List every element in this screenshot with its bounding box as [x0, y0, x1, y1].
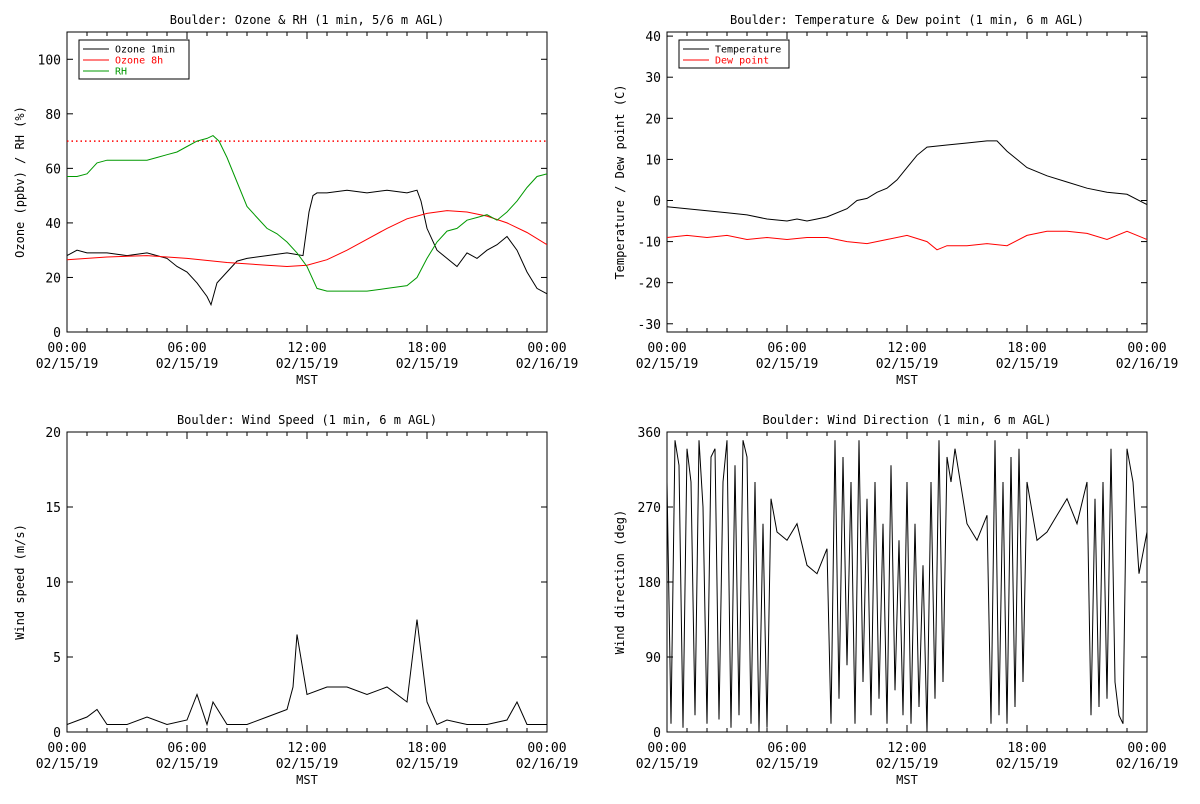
x-tick-time: 06:00 — [767, 741, 806, 756]
x-tick-time: 18:00 — [407, 341, 446, 356]
x-tick-date: 02/15/19 — [156, 757, 219, 772]
series-line-0 — [667, 140, 1147, 222]
y-tick-label: 0 — [653, 194, 661, 209]
x-tick-time: 00:00 — [647, 341, 686, 356]
x-tick-time: 00:00 — [527, 741, 566, 756]
y-tick-label: 90 — [645, 651, 661, 666]
x-axis-label: MST — [896, 773, 918, 787]
x-tick-date: 02/15/19 — [636, 757, 699, 772]
x-tick-date: 02/15/19 — [396, 757, 459, 772]
y-axis-label: Temperature / Dew point (C) — [613, 84, 627, 279]
x-axis-label: MST — [296, 773, 318, 787]
chart-panel-3: Boulder: Wind Direction (1 min, 6 m AGL)… — [613, 413, 1178, 787]
y-tick-label: 0 — [653, 726, 661, 741]
legend-label: RH — [115, 67, 127, 78]
y-tick-label: 15 — [45, 501, 61, 516]
y-tick-label: -10 — [638, 236, 661, 251]
x-tick-date: 02/15/19 — [756, 357, 819, 372]
x-tick-time: 00:00 — [47, 341, 86, 356]
y-tick-label: 5 — [53, 651, 61, 666]
x-tick-date: 02/15/19 — [876, 357, 939, 372]
y-tick-label: 180 — [638, 576, 661, 591]
y-tick-label: 0 — [53, 726, 61, 741]
chart-title: Boulder: Temperature & Dew point (1 min,… — [730, 13, 1084, 27]
x-tick-date: 02/15/19 — [756, 757, 819, 772]
x-tick-time: 06:00 — [767, 341, 806, 356]
series-line-0 — [67, 619, 547, 727]
x-tick-date: 02/15/19 — [276, 357, 339, 372]
x-tick-date: 02/15/19 — [36, 357, 99, 372]
series-line-0 — [67, 189, 547, 307]
x-tick-date: 02/15/19 — [156, 357, 219, 372]
legend-label: Temperature — [715, 45, 781, 56]
chart-panel-0: Boulder: Ozone & RH (1 min, 5/6 m AGL) Oz… — [13, 13, 578, 387]
y-tick-label: 0 — [53, 326, 61, 341]
legend-label: Ozone 8h — [115, 56, 163, 67]
y-tick-label: 80 — [45, 108, 61, 123]
series-line-1 — [67, 210, 547, 268]
y-axis-label: Ozone (ppbv) / RH (%) — [13, 106, 27, 258]
x-tick-date: 02/16/19 — [516, 757, 579, 772]
x-tick-date: 02/15/19 — [996, 757, 1059, 772]
chart-title: Boulder: Wind Direction (1 min, 6 m AGL) — [763, 413, 1052, 427]
x-tick-time: 12:00 — [887, 341, 926, 356]
legend-label: Ozone 1min — [115, 45, 175, 56]
chart-title: Boulder: Wind Speed (1 min, 6 m AGL) — [177, 413, 437, 427]
chart-panel-2: Boulder: Wind Speed (1 min, 6 m AGL) Wind… — [13, 413, 578, 787]
y-axis-label: Wind speed (m/s) — [13, 524, 27, 640]
legend-label: Dew point — [715, 56, 769, 67]
series-line-1 — [667, 230, 1147, 251]
y-tick-label: 10 — [645, 153, 661, 168]
chart-panel-1: Boulder: Temperature & Dew point (1 min,… — [613, 13, 1178, 387]
chart-title: Boulder: Ozone & RH (1 min, 5/6 m AGL) — [170, 13, 445, 27]
plot-frame — [66, 431, 548, 733]
x-tick-time: 18:00 — [407, 741, 446, 756]
x-tick-time: 06:00 — [167, 341, 206, 356]
y-tick-label: 20 — [645, 112, 661, 127]
x-tick-time: 18:00 — [1007, 741, 1046, 756]
x-tick-date: 02/16/19 — [1116, 757, 1179, 772]
y-tick-label: 270 — [638, 501, 661, 516]
legend-box — [678, 39, 790, 69]
y-tick-label: 60 — [45, 162, 61, 177]
x-tick-time: 00:00 — [527, 341, 566, 356]
x-tick-date: 02/15/19 — [636, 357, 699, 372]
x-tick-time: 12:00 — [887, 741, 926, 756]
x-tick-date: 02/15/19 — [396, 357, 459, 372]
x-tick-time: 18:00 — [1007, 341, 1046, 356]
plot-frame — [666, 31, 1148, 333]
x-tick-time: 00:00 — [47, 741, 86, 756]
x-tick-time: 00:00 — [1127, 341, 1166, 356]
x-tick-date: 02/16/19 — [1116, 357, 1179, 372]
y-tick-label: 360 — [638, 426, 661, 441]
y-tick-label: 40 — [45, 217, 61, 232]
y-tick-label: 30 — [645, 71, 661, 86]
x-axis-label: MST — [296, 373, 318, 387]
x-tick-time: 06:00 — [167, 741, 206, 756]
y-tick-label: 10 — [45, 576, 61, 591]
x-tick-date: 02/15/19 — [876, 757, 939, 772]
series-line-0 — [667, 440, 1147, 732]
y-tick-label: 40 — [645, 30, 661, 45]
series-line-2 — [67, 135, 547, 292]
x-tick-time: 00:00 — [1127, 741, 1166, 756]
x-tick-date: 02/16/19 — [516, 357, 579, 372]
x-tick-date: 02/15/19 — [276, 757, 339, 772]
y-tick-label: -20 — [638, 277, 661, 292]
y-tick-label: 20 — [45, 271, 61, 286]
y-tick-label: -30 — [638, 318, 661, 333]
x-tick-date: 02/15/19 — [36, 757, 99, 772]
x-tick-time: 12:00 — [287, 741, 326, 756]
x-tick-date: 02/15/19 — [996, 357, 1059, 372]
x-axis-label: MST — [896, 373, 918, 387]
x-tick-time: 00:00 — [647, 741, 686, 756]
x-tick-time: 12:00 — [287, 341, 326, 356]
y-tick-label: 100 — [38, 53, 61, 68]
y-axis-label: Wind direction (deg) — [613, 510, 627, 655]
y-tick-label: 20 — [45, 426, 61, 441]
